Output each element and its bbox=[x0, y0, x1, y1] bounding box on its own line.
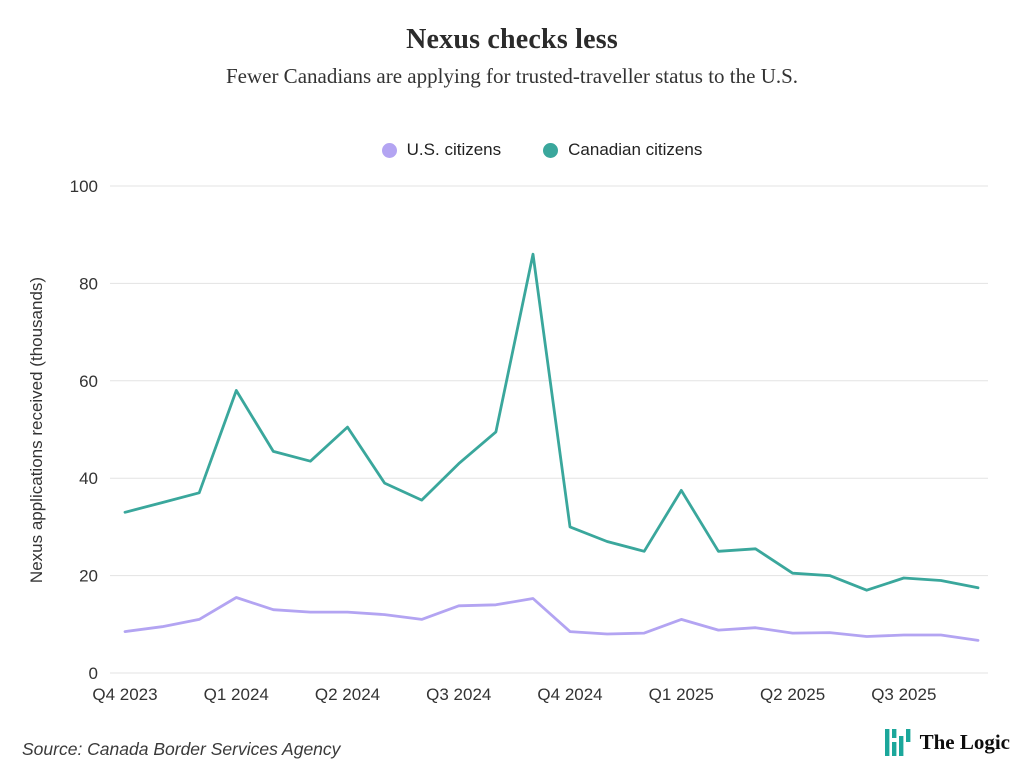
brand-logo: The Logic bbox=[884, 728, 1010, 757]
chart-title: Nexus checks less bbox=[406, 24, 618, 55]
svg-text:Q1 2024: Q1 2024 bbox=[204, 685, 269, 704]
canadian-citizens-dot-icon bbox=[543, 142, 559, 158]
brand-name: The Logic bbox=[919, 730, 1010, 754]
svg-text:60: 60 bbox=[79, 372, 98, 391]
svg-text:Q2 2024: Q2 2024 bbox=[315, 685, 380, 704]
svg-text:Q4 2023: Q4 2023 bbox=[92, 685, 157, 704]
svg-text:Q3 2025: Q3 2025 bbox=[871, 685, 936, 704]
the-logic-bars-icon bbox=[884, 729, 910, 756]
svg-text:40: 40 bbox=[79, 469, 98, 488]
svg-text:0: 0 bbox=[89, 664, 98, 683]
legend: U.S. citizens Canadian citizens bbox=[0, 140, 1024, 160]
chart-subtitle: Fewer Canadians are applying for trusted… bbox=[225, 64, 799, 88]
svg-text:Q4 2024: Q4 2024 bbox=[537, 685, 602, 704]
svg-text:Q3 2024: Q3 2024 bbox=[426, 685, 491, 704]
svg-text:Q1 2025: Q1 2025 bbox=[649, 685, 714, 704]
line-chart: 0 20 40 60 80 100 Q4 2023 Q1 2024 Q2 2024 Q3 2024… bbox=[70, 177, 988, 704]
svg-text:80: 80 bbox=[79, 274, 98, 293]
source-note: Source: Canada Border Services Agency bbox=[22, 739, 341, 759]
legend-label-canadian-citizens: Canadian citizens bbox=[568, 140, 703, 159]
svg-text:20: 20 bbox=[79, 567, 98, 586]
legend-item-us-citizens: U.S. citizens bbox=[381, 140, 502, 160]
svg-text:Q2 2025: Q2 2025 bbox=[760, 685, 825, 704]
us-citizens-dot-icon bbox=[381, 142, 397, 158]
legend-label-us-citizens: U.S. citizens bbox=[406, 140, 502, 159]
svg-text:100: 100 bbox=[70, 177, 98, 196]
legend-item-canadian-citizens: Canadian citizens bbox=[543, 140, 702, 160]
